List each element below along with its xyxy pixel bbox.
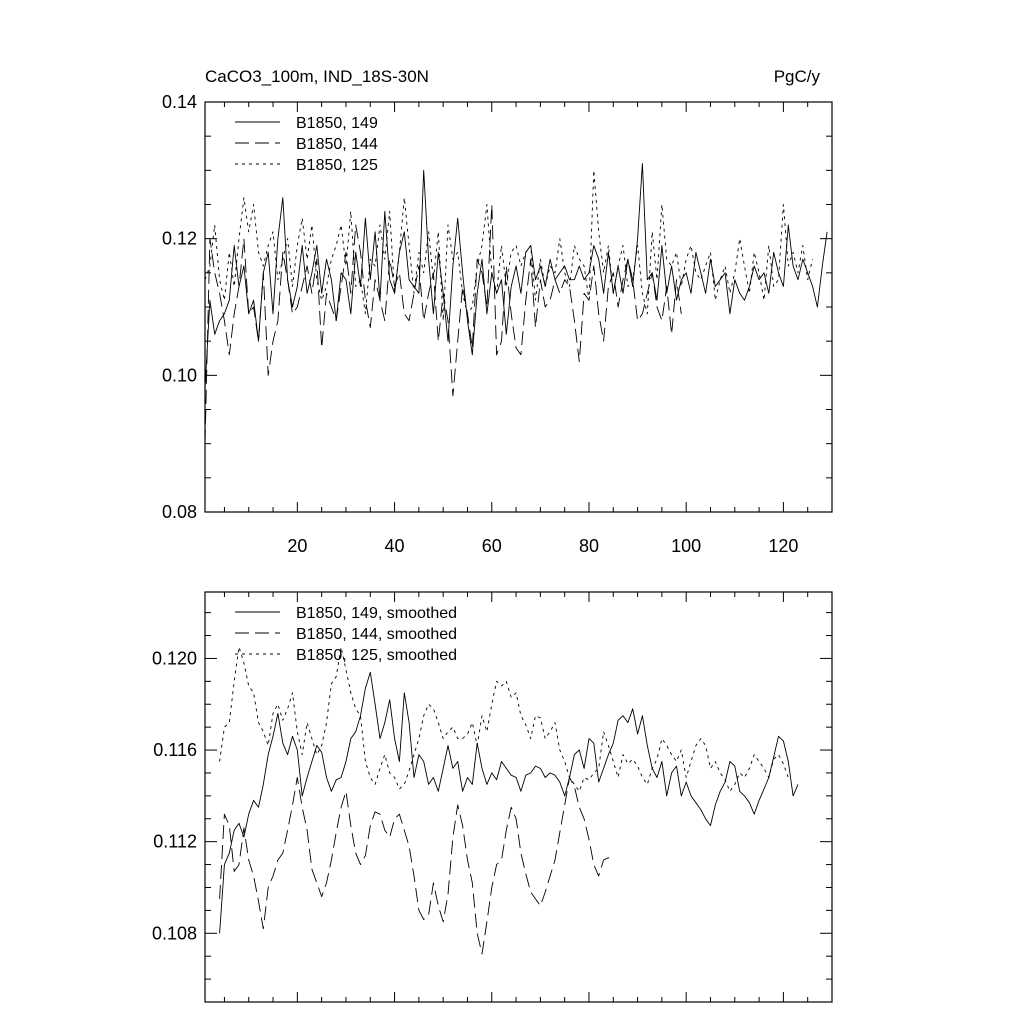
bottom-chart-series xyxy=(219,646,799,955)
bottom-legend-label: B1850, 149, smoothed xyxy=(296,605,457,622)
top-x-tick-label: 60 xyxy=(482,536,502,556)
top-legend-label: B1850, 125 xyxy=(296,157,378,174)
top-legend-label: B1850, 144 xyxy=(296,136,378,153)
bottom-y-tick-label: 0.108 xyxy=(152,923,197,943)
bottom-chart-ticks xyxy=(205,592,833,1003)
top-chart-legend: B1850, 149 B1850, 144 B1850, 125 xyxy=(235,115,378,174)
top-x-tick-label: 120 xyxy=(768,536,798,556)
bottom-chart-y-tick-labels: 0.108 0.112 0.116 0.120 xyxy=(152,648,197,943)
top-legend-label: B1850, 149 xyxy=(296,115,378,132)
top-chart-title: CaCO3_100m, IND_18S-30N xyxy=(205,67,429,86)
top-chart-ticks xyxy=(205,101,833,513)
top-chart: CaCO3_100m, IND_18S-30N PgC/y 20 40 60 80 10… xyxy=(162,67,833,556)
top-y-tick-label: 0.14 xyxy=(162,92,197,112)
top-y-tick-label: 0.12 xyxy=(162,229,197,249)
top-series-line-dashed xyxy=(204,204,682,444)
top-chart-x-tick-labels: 20 40 60 80 100 120 xyxy=(287,536,798,556)
top-x-tick-label: 80 xyxy=(579,536,599,556)
bottom-y-tick-label: 0.116 xyxy=(153,740,197,760)
top-x-tick-label: 100 xyxy=(671,536,701,556)
top-y-tick-label: 0.10 xyxy=(162,365,197,385)
bottom-y-tick-label: 0.120 xyxy=(152,648,197,668)
bottom-legend-label: B1850, 144, smoothed xyxy=(296,626,457,643)
bottom-chart-legend: B1850, 149, smoothed B1850, 144, smoothed… xyxy=(235,605,457,664)
top-chart-series xyxy=(204,163,828,444)
bottom-series-line-dashed xyxy=(219,777,614,955)
bottom-chart: 0.108 0.112 0.116 0.120 B1850, 149, smoothe… xyxy=(152,591,833,1003)
bottom-series-line-solid xyxy=(219,671,799,934)
top-x-tick-label: 40 xyxy=(385,536,405,556)
bottom-chart-frame xyxy=(204,591,833,1003)
top-series-line-dotted xyxy=(204,169,814,322)
bottom-y-tick-label: 0.112 xyxy=(153,832,197,852)
top-chart-y-tick-labels: 0.08 0.10 0.12 0.14 xyxy=(162,92,197,522)
bottom-legend-label: B1850, 125, smoothed xyxy=(296,647,457,664)
top-y-tick-label: 0.08 xyxy=(162,502,197,522)
top-x-tick-label: 20 xyxy=(287,536,307,556)
top-chart-units: PgC/y xyxy=(774,67,821,86)
top-series-line-solid xyxy=(204,163,828,390)
